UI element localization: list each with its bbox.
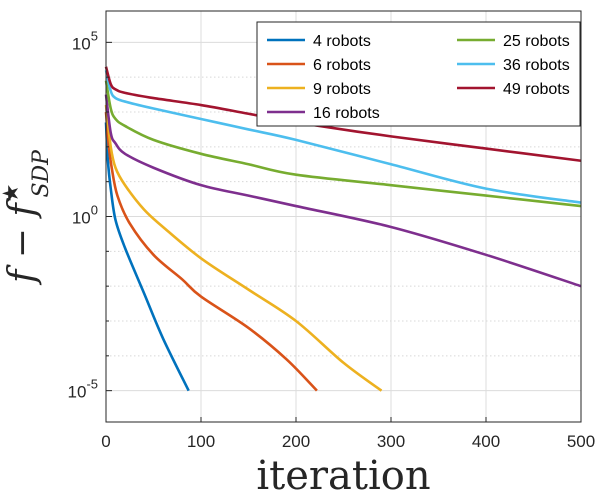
y-axis-label-main: f − f (2, 198, 43, 286)
y-tick-label: 100 (72, 203, 98, 228)
series-lines (104, 66, 582, 392)
x-tick-label: 300 (377, 432, 405, 451)
series-line-36-robots (104, 69, 582, 204)
series-line-4-robots (104, 122, 190, 392)
x-axis-ticks: 0 100 200 300 400 500 (101, 417, 595, 451)
legend-entry: 36 robots (503, 57, 570, 74)
series-line-49-robots (104, 66, 582, 163)
legend-entry: 9 robots (313, 81, 371, 98)
series-line-6-robots (104, 111, 318, 392)
x-tick-label: 100 (187, 432, 215, 451)
legend-box (256, 21, 581, 127)
legend-entry: 6 robots (313, 57, 371, 74)
legend: 4 robots 6 robots 9 robots 16 robots 25 robo… (256, 21, 581, 127)
series-line-25-robots (104, 80, 582, 208)
series-line-9-robots (104, 104, 383, 392)
x-tick-label: 200 (282, 432, 310, 451)
y-tick-label: 105 (72, 28, 98, 53)
legend-entry: 25 robots (503, 33, 570, 50)
y-axis-ticks: 105 100 10-5 (68, 28, 112, 402)
x-tick-label: 500 (567, 432, 595, 451)
y-axis-label-sub: SDP (29, 149, 54, 198)
legend-entry: 4 robots (313, 33, 371, 50)
y-tick-label: 10-5 (68, 377, 98, 402)
x-tick-label: 0 (101, 432, 110, 451)
x-tick-label: 400 (472, 432, 500, 451)
legend-entry: 49 robots (503, 81, 570, 98)
y-axis-label: f − f★ SDP (0, 149, 54, 286)
legend-entry: 16 robots (313, 105, 380, 122)
series-line-16-robots (104, 94, 582, 288)
y-axis-label-sup: ★ (0, 184, 24, 204)
x-axis-label: iteration (256, 453, 430, 497)
